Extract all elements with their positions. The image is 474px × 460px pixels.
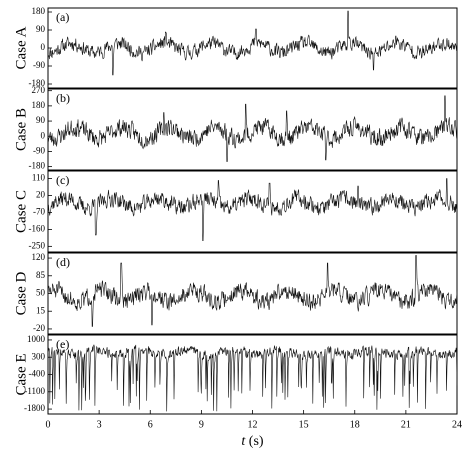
ytick-label: 90 [36, 115, 46, 125]
ytick-label: 0 [41, 42, 46, 52]
xtick-label: 9 [199, 419, 204, 430]
xtick-label: 3 [97, 419, 102, 430]
panel-label-B: (b) [56, 91, 70, 105]
x-axis-label: t (s) [241, 434, 264, 449]
xtick-label: 15 [299, 419, 309, 430]
panel-frame-E [47, 334, 458, 415]
series-line-E [47, 344, 458, 412]
ytick-label: 90 [36, 24, 46, 34]
ytick-label: -90 [33, 146, 45, 156]
xtick-label: 0 [46, 419, 51, 430]
ytick-label: 0 [41, 130, 46, 140]
series-line-D [47, 255, 458, 327]
ytick-label: 270 [32, 85, 46, 95]
ytick-label: 20 [36, 190, 46, 200]
panel-label-D: (d) [56, 255, 70, 269]
ylabel-E: Case E [13, 353, 29, 395]
ytick-label: -400 [29, 369, 46, 379]
ytick-label: -250 [29, 240, 46, 250]
panel-label-E: (e) [56, 337, 69, 351]
ytick-label: 1000 [27, 334, 46, 344]
ytick-label: -180 [29, 161, 46, 171]
ytick-label: -1800 [24, 403, 45, 413]
panel-label-A: (a) [56, 10, 69, 24]
ylabel-D: Case D [13, 271, 29, 315]
ytick-label: 110 [32, 173, 46, 183]
series-line-A [47, 10, 458, 76]
ylabel-B: Case B [13, 108, 29, 151]
xtick-label: 18 [350, 419, 360, 430]
ytick-label: 85 [36, 270, 46, 280]
panel-frame-A [47, 7, 458, 89]
ytick-label: 50 [36, 288, 46, 298]
ytick-label: -90 [33, 60, 45, 70]
xtick-label: 24 [452, 419, 462, 430]
ytick-label: 180 [32, 6, 46, 16]
series-line-C [47, 178, 458, 241]
ytick-label: -1100 [24, 386, 45, 396]
xtick-label: 21 [401, 419, 411, 430]
panel-label-C: (c) [56, 173, 69, 187]
ytick-label: -160 [29, 223, 46, 233]
xtick-label: 6 [148, 419, 153, 430]
ytick-label: -180 [29, 78, 46, 88]
ylabel-C: Case C [13, 190, 29, 233]
ytick-label: -70 [33, 207, 45, 217]
ytick-label: 15 [36, 305, 46, 315]
series-line-B [47, 95, 458, 162]
ytick-label: 120 [32, 252, 46, 262]
ytick-label: 180 [32, 100, 46, 110]
ytick-label: -20 [33, 323, 45, 333]
panel-frame-C [47, 170, 458, 253]
ytick-label: 300 [32, 351, 46, 361]
ylabel-A: Case A [13, 26, 29, 69]
panel-frame-B [47, 88, 458, 171]
xtick-label: 12 [248, 419, 258, 430]
